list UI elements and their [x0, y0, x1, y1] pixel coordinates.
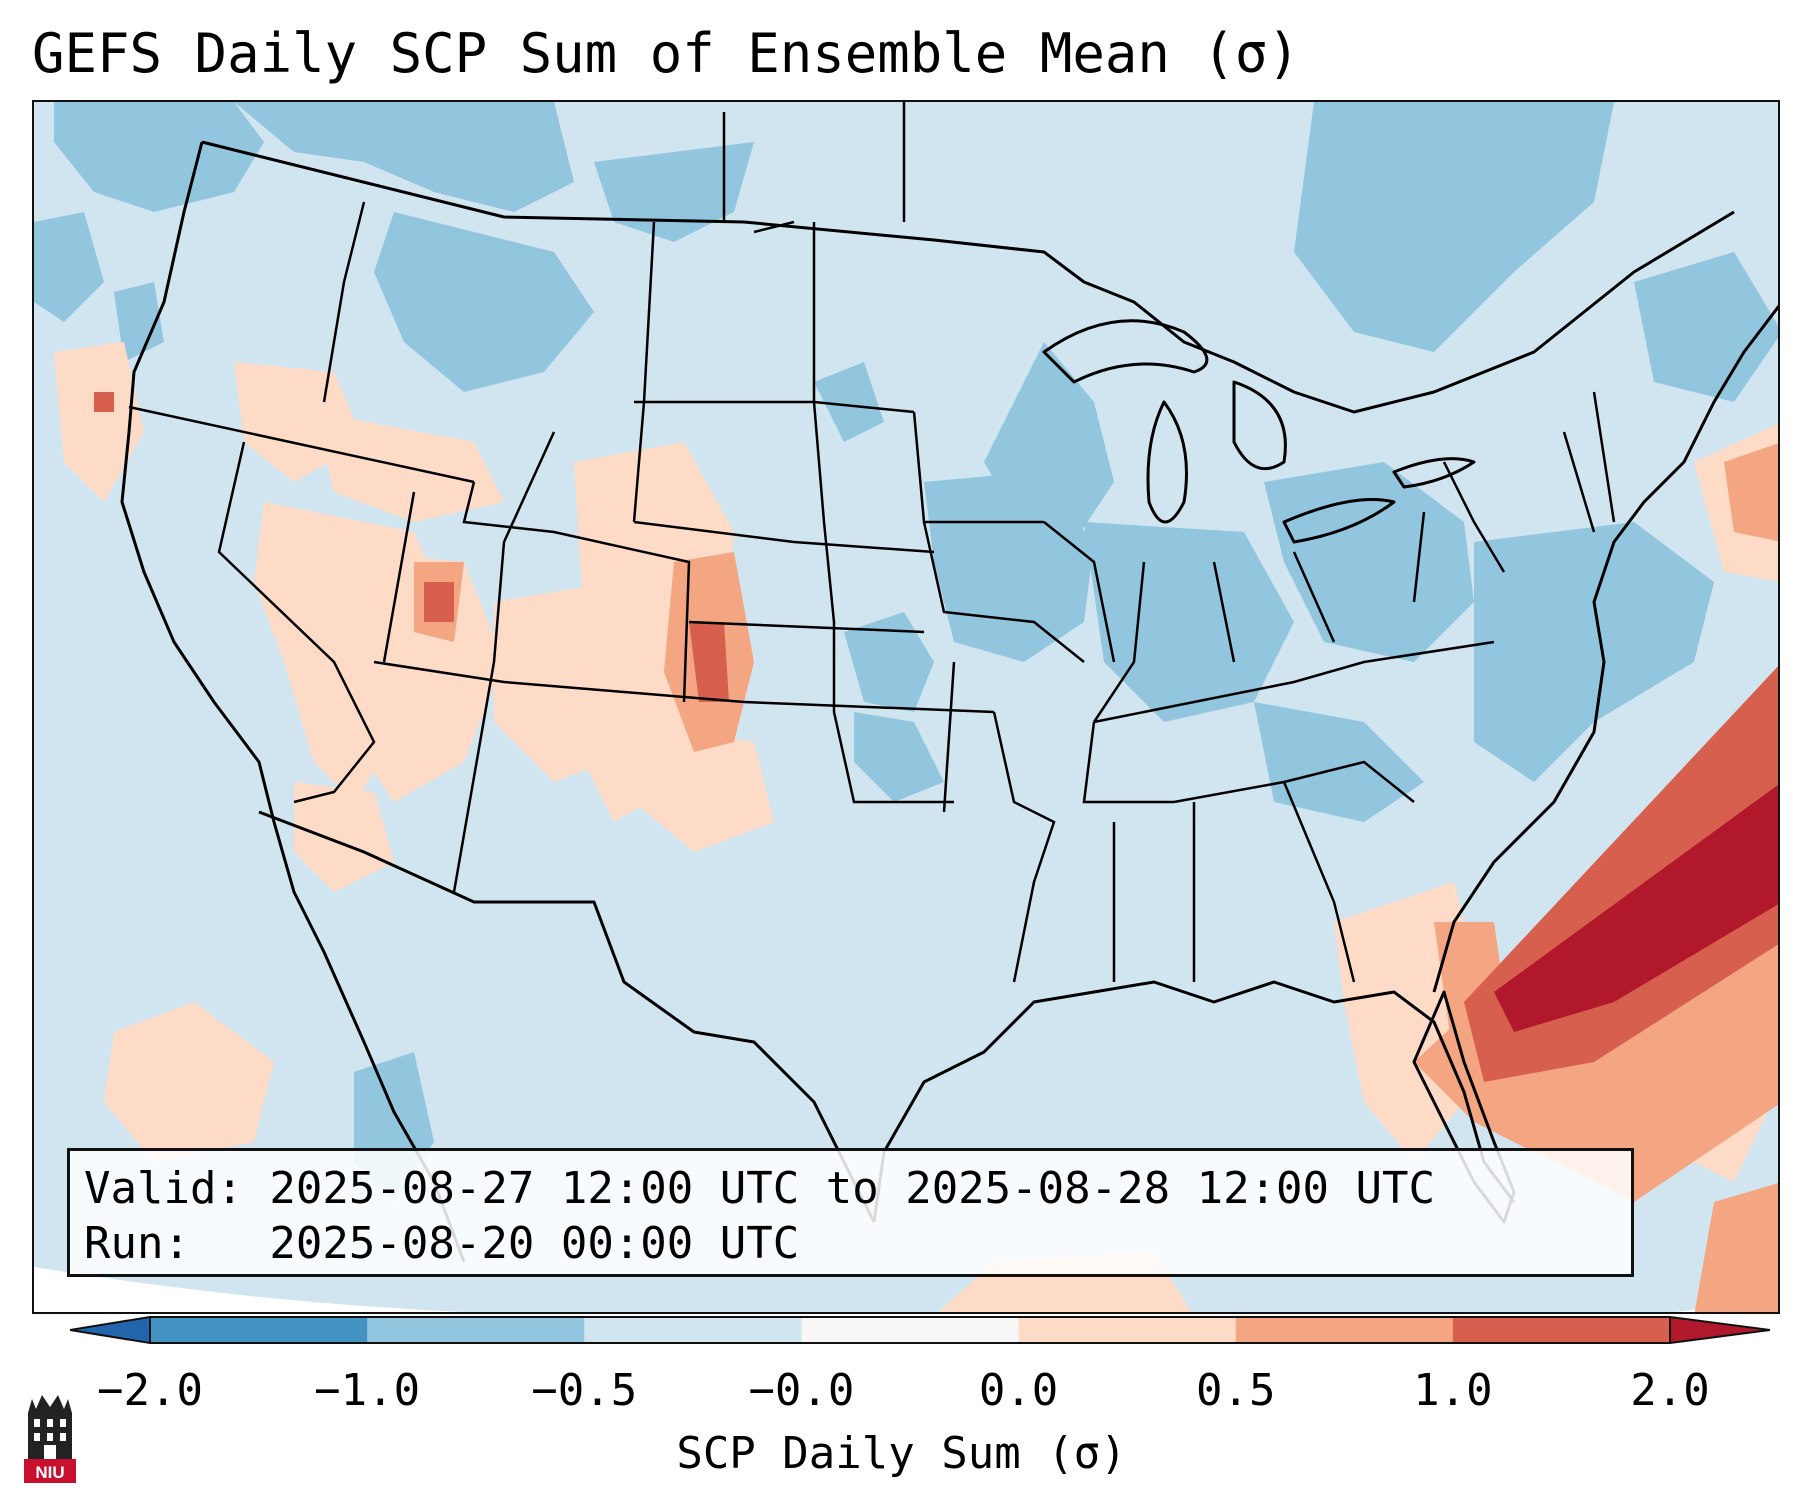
colorbar-tick-label: −0.5	[531, 1365, 638, 1416]
colorbar-bin	[150, 1317, 368, 1343]
lake-michigan	[1146, 400, 1188, 524]
positive-anomaly-regions-extreme	[1494, 784, 1778, 1032]
colorbar-tick-label: −2.0	[97, 1365, 203, 1416]
colorbar-bin	[584, 1317, 802, 1343]
east-coast	[1432, 304, 1778, 993]
colorbar-tick-label: −0.0	[748, 1365, 855, 1416]
map-panel	[32, 100, 1780, 1314]
lake-huron	[1232, 380, 1287, 471]
valid-run-info-box: Valid: 2025-08-27 12:00 UTC to 2025-08-2…	[67, 1148, 1634, 1277]
colorbar-tick-label: 2.0	[1630, 1365, 1710, 1416]
colorbar-tick-label: 0.0	[978, 1365, 1059, 1416]
colorbar-bin	[1452, 1317, 1671, 1343]
run-line: Run: 2025-08-20 00:00 UTC	[84, 1218, 800, 1269]
us-mexico-border	[258, 810, 876, 1223]
niu-logo-icon: NIU	[24, 1395, 76, 1483]
valid-line: Valid: 2025-08-27 12:00 UTC to 2025-08-2…	[84, 1163, 1436, 1214]
colorbar-label: SCP Daily Sum (σ)	[676, 1428, 1127, 1479]
boundaries	[120, 140, 1778, 1263]
colorbar-bin	[1235, 1317, 1454, 1343]
colorbar-extend-low	[70, 1316, 151, 1345]
colorbar-extend-high	[1669, 1316, 1770, 1345]
negative-anomaly-regions	[34, 102, 1778, 1202]
lake-erie	[1282, 498, 1396, 544]
lake-ontario	[1392, 457, 1476, 489]
colorbar	[70, 1316, 1770, 1345]
colorbar-outline	[149, 1316, 1671, 1344]
lake-superior	[1042, 319, 1209, 384]
colorbar-bin	[367, 1317, 585, 1343]
conus-map	[34, 102, 1778, 1312]
logo-text: NIU	[35, 1463, 64, 1482]
west-coast	[120, 141, 466, 1263]
colorbar-tick-label: 1.0	[1413, 1365, 1493, 1416]
state-borders	[128, 102, 1616, 983]
colorbar-bin	[801, 1317, 1020, 1343]
colorbar-tick-label: 0.5	[1195, 1365, 1276, 1416]
colorbar-bin	[1018, 1317, 1237, 1343]
chart-title: GEFS Daily SCP Sum of Ensemble Mean (σ)	[32, 22, 1300, 85]
colorbar-bins	[70, 1316, 1770, 1345]
gulf-coast	[872, 980, 1516, 1223]
colorbar-tick-label: −1.0	[314, 1365, 421, 1416]
us-canada-border	[201, 140, 1735, 414]
projection-edge-bottom-left	[34, 1267, 463, 1312]
